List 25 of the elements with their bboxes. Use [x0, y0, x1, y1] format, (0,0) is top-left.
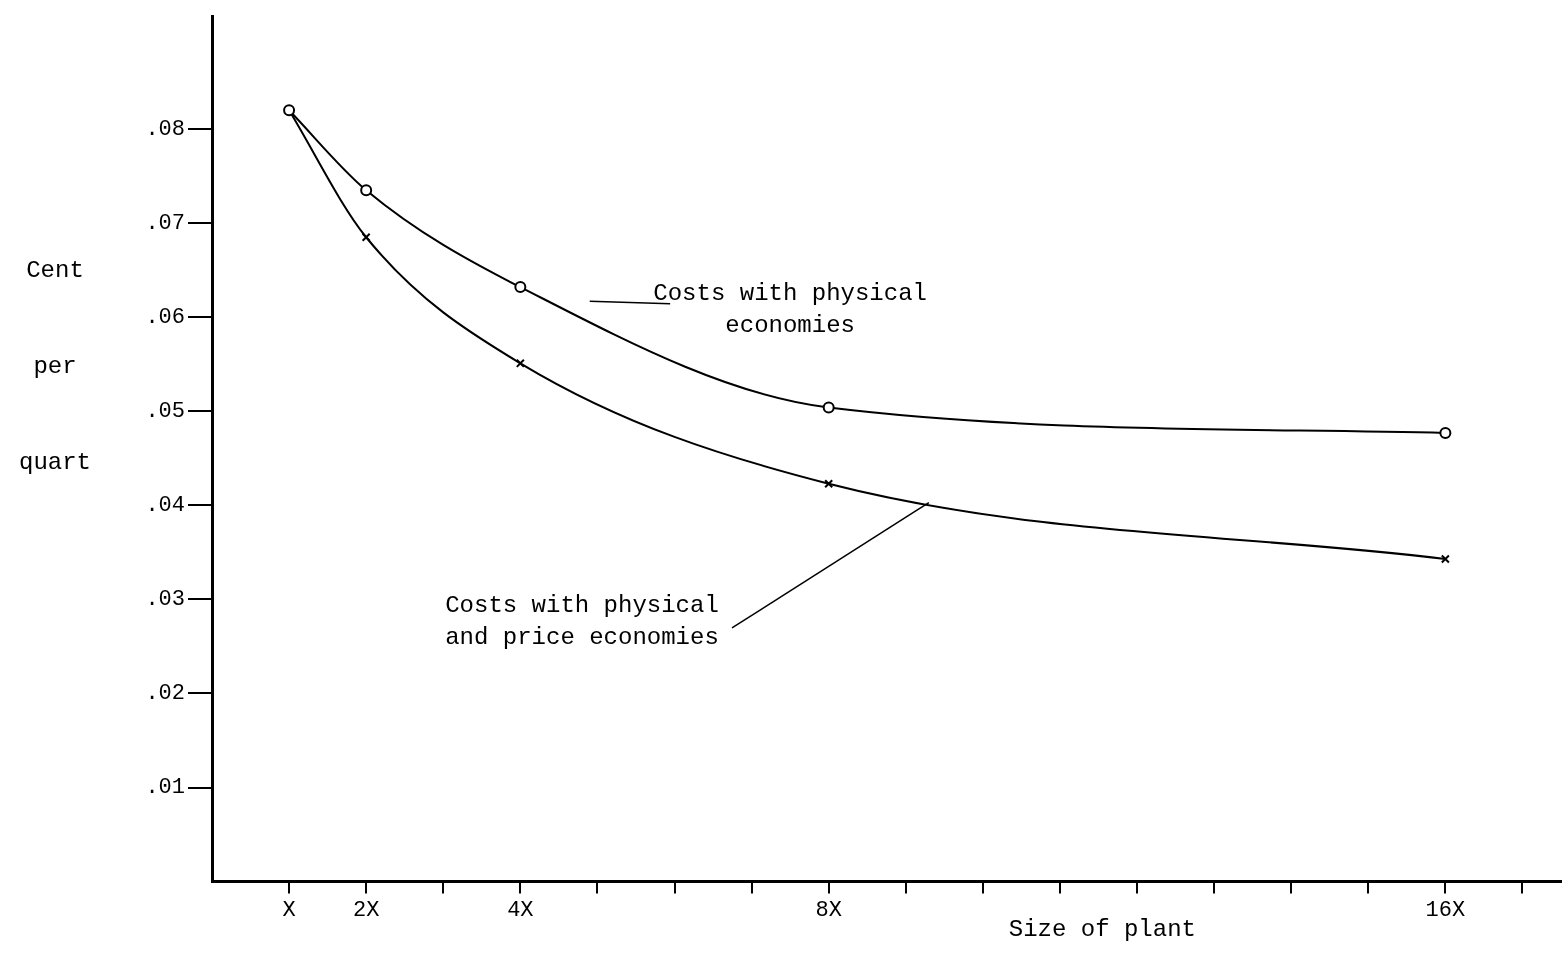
text: Cent per quart — [18, 256, 92, 476]
point — [824, 479, 834, 489]
y-tick-label: .01 — [145, 775, 185, 801]
point — [515, 358, 525, 368]
point — [361, 232, 371, 242]
y-tick-label: .03 — [145, 587, 185, 613]
x-tick-label: X — [282, 897, 296, 923]
y-tick-label: .06 — [145, 305, 185, 331]
point — [822, 401, 835, 414]
x-tick-label: 4X — [507, 897, 534, 923]
x-tick-label: 8X — [815, 897, 842, 923]
series-label: Costs with physical economies — [653, 280, 927, 340]
y-tick-label: .08 — [145, 116, 185, 142]
y-tick-label: .05 — [145, 399, 185, 425]
y-tick-label: .02 — [145, 681, 185, 707]
x-tick-label: 16X — [1425, 897, 1466, 923]
point — [360, 184, 373, 197]
point — [1439, 426, 1452, 439]
text: Costs with physical and price economies — [445, 592, 719, 652]
y-tick-label: .07 — [145, 210, 185, 236]
y-tick-label: .04 — [145, 493, 185, 519]
x-tick-label: 2X — [352, 897, 380, 923]
point — [514, 281, 527, 294]
x-axis-title: Size of plant — [1008, 915, 1196, 943]
point — [1440, 554, 1450, 564]
